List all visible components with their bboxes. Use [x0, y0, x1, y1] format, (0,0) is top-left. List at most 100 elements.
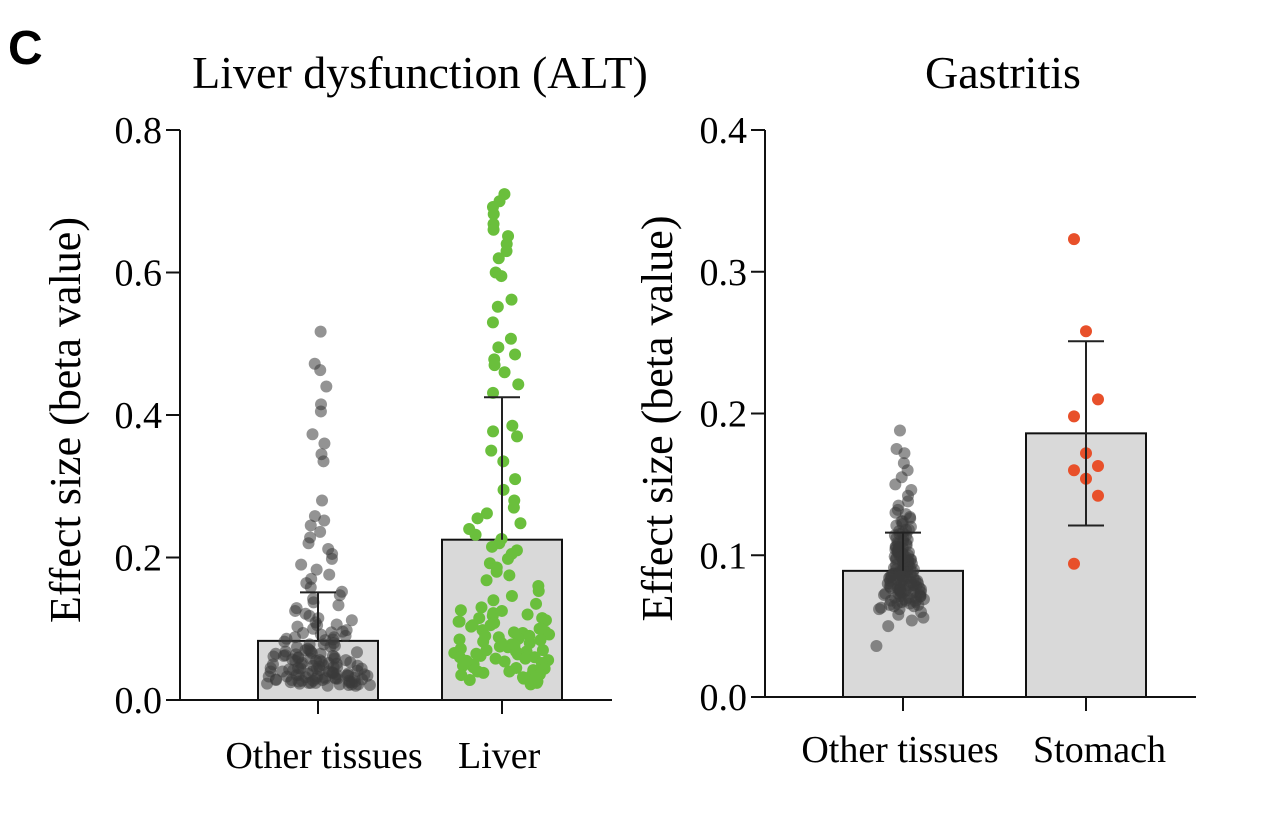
data-point: [913, 581, 926, 594]
data-point: [498, 655, 511, 668]
data-point: [453, 651, 466, 664]
data-point: [316, 494, 329, 507]
data-point: [905, 614, 918, 627]
data-point: [487, 386, 500, 399]
data-point: [507, 501, 520, 514]
data-point: [893, 424, 906, 437]
data-point: [351, 659, 364, 672]
data-point: [509, 473, 522, 486]
y-tick-label: 0.1: [700, 535, 748, 577]
data-point: [1068, 464, 1080, 477]
data-point: [473, 612, 486, 625]
data-point: [314, 364, 327, 377]
data-point: [501, 552, 514, 565]
data-point: [363, 679, 376, 692]
data-point: [898, 447, 911, 460]
y-tick-label: 0.3: [700, 252, 748, 294]
data-point: [870, 639, 883, 652]
data-point: [504, 332, 517, 345]
data-point: [350, 646, 363, 659]
data-point: [314, 405, 327, 418]
data-point: [304, 519, 317, 532]
data-point: [503, 569, 516, 582]
data-point: [882, 620, 895, 633]
data-point: [469, 528, 482, 541]
data-point: [487, 208, 500, 221]
data-point: [889, 478, 902, 491]
data-point: [532, 584, 545, 597]
data-point: [487, 425, 500, 438]
x-category-label: Liver: [458, 735, 541, 777]
x-category-label: Stomach: [1033, 729, 1166, 771]
chart-title: Liver dysfunction (ALT): [192, 47, 648, 98]
data-point: [455, 669, 468, 682]
data-point: [485, 540, 498, 553]
data-point: [304, 581, 317, 594]
data-point: [294, 662, 307, 675]
data-point: [534, 622, 547, 635]
data-point: [485, 444, 498, 457]
data-point: [489, 652, 502, 665]
data-point: [480, 574, 493, 587]
data-point: [479, 629, 492, 642]
data-point: [519, 652, 532, 665]
data-point: [1092, 459, 1104, 472]
data-point: [299, 644, 312, 657]
y-tick-label: 0.4: [700, 110, 748, 152]
data-point: [333, 589, 346, 602]
data-point: [320, 380, 333, 393]
data-point: [500, 245, 513, 258]
data-point: [288, 631, 301, 644]
data-point: [893, 603, 906, 616]
data-point: [521, 608, 534, 621]
data-point: [1068, 557, 1080, 570]
data-point: [289, 604, 302, 617]
data-point: [314, 525, 327, 538]
data-point: [899, 573, 912, 586]
data-point: [317, 455, 330, 468]
y-axis-label: Effect size (beta value): [633, 216, 682, 622]
data-point: [1068, 410, 1080, 423]
data-point: [917, 611, 930, 624]
data-point: [486, 316, 499, 329]
data-point: [506, 419, 519, 432]
data-point: [497, 483, 510, 496]
data-point: [1068, 233, 1080, 246]
data-point: [323, 568, 336, 581]
data-point: [514, 517, 527, 530]
y-tick-label: 0.6: [115, 253, 163, 295]
data-point: [884, 577, 897, 590]
data-point: [498, 366, 511, 379]
data-point: [508, 638, 521, 651]
data-point: [306, 428, 319, 441]
data-point: [262, 670, 275, 683]
data-point: [308, 510, 321, 523]
data-point: [454, 604, 467, 617]
y-axis-label: Effect size (beta value): [41, 217, 90, 623]
data-point: [317, 638, 330, 651]
data-point: [475, 601, 488, 614]
data-point: [295, 558, 308, 571]
data-point: [490, 565, 503, 578]
data-point: [329, 672, 342, 685]
data-point: [495, 604, 508, 617]
data-point: [341, 669, 354, 682]
data-point: [491, 300, 504, 313]
data-point: [495, 270, 508, 283]
data-point: [309, 672, 322, 685]
data-point: [453, 615, 466, 628]
data-point: [899, 594, 912, 607]
data-point: [487, 594, 500, 607]
data-point: [902, 495, 915, 508]
data-point: [480, 507, 493, 520]
x-category-label: Other tissues: [801, 729, 998, 771]
y-tick-label: 0.8: [115, 110, 163, 152]
data-point: [332, 599, 345, 612]
data-point: [302, 537, 315, 550]
data-point: [543, 628, 556, 641]
data-point: [492, 252, 505, 265]
data-point: [505, 589, 518, 602]
data-point: [277, 649, 290, 662]
chart-gastritis: Gastritis Effect size (beta value) 0.0 0.1 0…: [633, 47, 1196, 771]
